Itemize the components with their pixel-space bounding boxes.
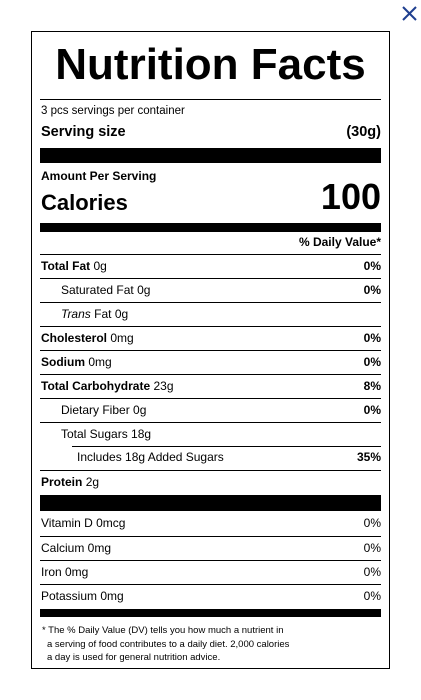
nutrient-label: Dietary Fiber xyxy=(61,403,130,417)
nutrient-dv: 0% xyxy=(363,331,381,345)
nutrient-label-rest: Fat xyxy=(94,307,112,321)
nutrient-label: Trans xyxy=(61,307,91,321)
footnote-line: a day is used for general nutrition advi… xyxy=(47,652,221,663)
nutrient-row-total-sugars: Total Sugars 18g xyxy=(40,422,381,447)
amount-per-serving: Amount Per Serving xyxy=(41,169,157,183)
nutrient-amount: 23g xyxy=(153,379,174,393)
nutrient-amount: 0mg xyxy=(88,355,112,369)
nutrient-dv: 8% xyxy=(363,379,381,393)
calories-value: 100 xyxy=(320,176,381,217)
nutrient-row-dietary-fiber: Dietary Fiber 0g 0% xyxy=(40,398,381,423)
vitamin-dv: 0% xyxy=(363,589,381,603)
nutrient-dv: 0% xyxy=(363,283,381,297)
serving-size-label: Serving size xyxy=(41,124,126,140)
vitamin-row-calcium: Calcium 0mg 0% xyxy=(40,536,381,561)
nutrient-amount: 2g xyxy=(85,475,100,489)
daily-value-header: % Daily Value* xyxy=(298,235,381,249)
nutrient-row-trans-fat: Trans Fat 0g xyxy=(40,302,381,327)
nutrient-row-total-carbohydrate: Total Carbohydrate 23g 8% xyxy=(40,374,381,399)
nutrient-label: Cholesterol xyxy=(41,331,108,345)
vitamin-row-potassium: Potassium 0mg 0% xyxy=(40,584,381,609)
close-icon xyxy=(402,6,417,21)
thick-divider xyxy=(40,495,381,511)
footnote-line: a serving of food contributes to a daily… xyxy=(47,638,290,650)
nutrient-label: Saturated Fat xyxy=(61,283,134,297)
vitamin-row-iron: Iron 0mg 0% xyxy=(40,560,381,585)
nutrient-dv: 35% xyxy=(356,450,381,464)
divider xyxy=(40,99,381,100)
nutrient-dv: 0% xyxy=(363,355,381,369)
vitamin-label: Potassium 0mg xyxy=(41,589,124,603)
nutrient-row-total-fat: Total Fat 0g 0% xyxy=(40,254,381,279)
vitamin-label: Vitamin D 0mcg xyxy=(41,516,126,530)
thick-divider xyxy=(40,148,381,163)
nutrient-dv: 0% xyxy=(363,259,381,273)
vitamin-label: Calcium 0mg xyxy=(41,541,112,555)
label-title: Nutrition Facts xyxy=(55,40,366,89)
nutrient-amount: 18g xyxy=(131,427,152,441)
close-button[interactable] xyxy=(398,2,420,24)
indent-divider xyxy=(72,446,381,447)
serving-size-value: (30g) xyxy=(346,124,381,140)
nutrient-label: Sodium xyxy=(41,355,85,369)
vitamin-label: Iron 0mg xyxy=(41,565,89,579)
nutrient-label: Total Fat xyxy=(41,259,91,273)
calories-label: Calories xyxy=(41,190,128,215)
nutrient-label: Total Carbohydrate xyxy=(41,379,151,393)
footnote: * The % Daily Value (DV) tells you how m… xyxy=(42,624,381,665)
nutrient-amount: 0g xyxy=(114,307,129,321)
nutrient-label: Total Sugars xyxy=(61,427,128,441)
nutrient-amount: 0g xyxy=(93,259,107,273)
nutrient-amount: 0mg xyxy=(110,331,134,345)
nutrient-amount: 0g xyxy=(137,283,151,297)
nutrient-row-protein: Protein 2g xyxy=(40,470,381,495)
nutrient-amount: 0g xyxy=(133,403,147,417)
nutrient-row-saturated-fat: Saturated Fat 0g 0% xyxy=(40,278,381,303)
vitamin-dv: 0% xyxy=(363,516,381,530)
nutrient-label: Protein xyxy=(41,475,83,489)
vitamin-row-vitamin-d: Vitamin D 0mcg 0% xyxy=(40,512,381,536)
footnote-line: * The % Daily Value (DV) tells you how m… xyxy=(42,625,284,636)
nutrient-label: Includes 18g Added Sugars xyxy=(77,450,224,464)
vitamin-dv: 0% xyxy=(363,541,381,555)
servings-per-container: 3 pcs servings per container xyxy=(41,105,185,117)
nutrient-dv: 0% xyxy=(363,403,381,417)
nutrient-row-added-sugars: Includes 18g Added Sugars 35% xyxy=(40,446,381,470)
nutrient-row-sodium: Sodium 0mg 0% xyxy=(40,350,381,375)
nutrition-label: Nutrition Facts 3 pcs servings per conta… xyxy=(31,31,390,669)
nutrient-row-cholesterol: Cholesterol 0mg 0% xyxy=(40,326,381,351)
medium-divider xyxy=(40,609,381,617)
medium-divider xyxy=(40,223,381,232)
vitamin-dv: 0% xyxy=(363,565,381,579)
